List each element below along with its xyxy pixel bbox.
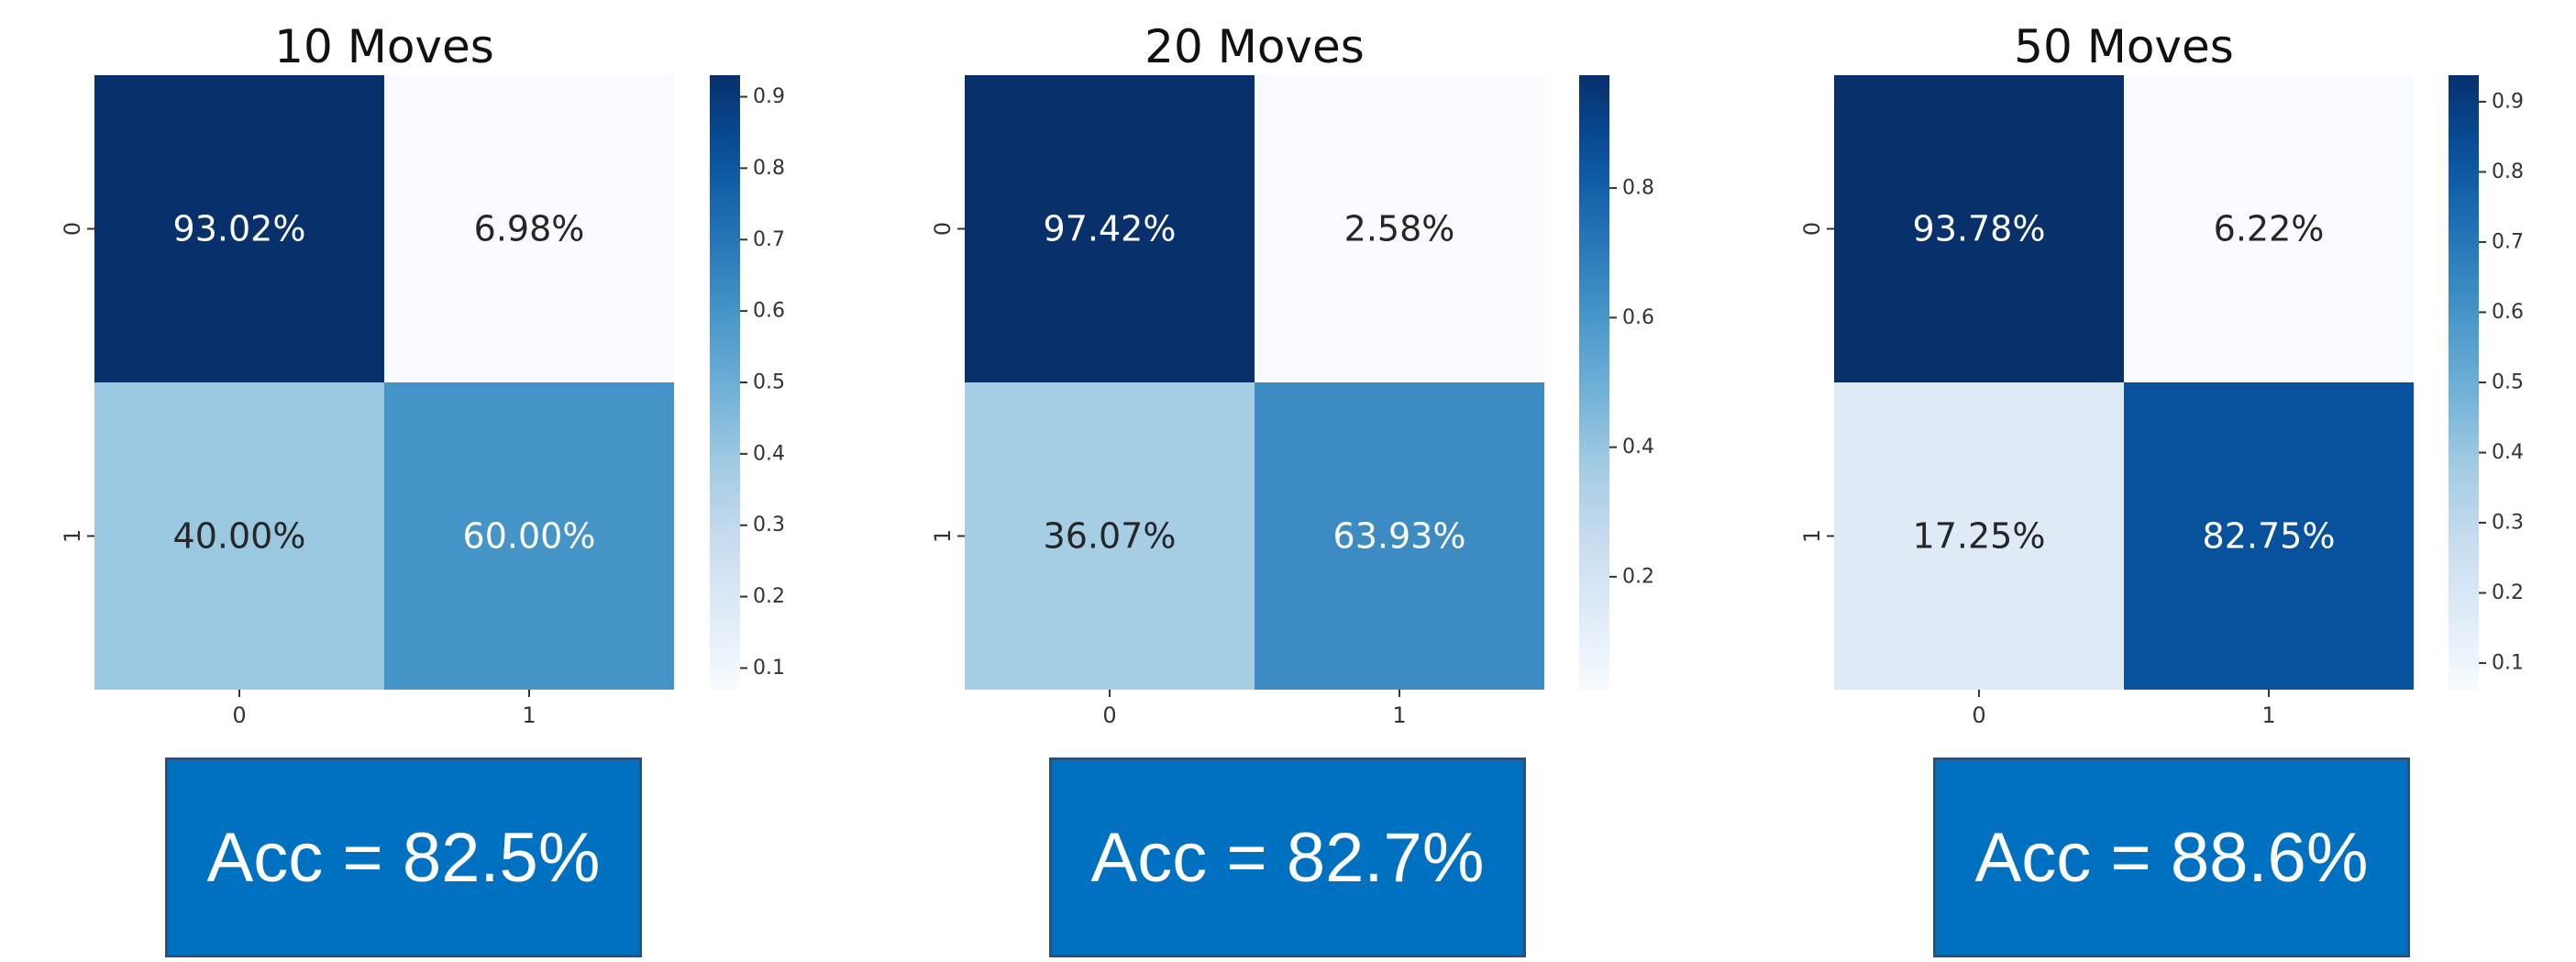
- y-tick-label-50-moves-1: 1: [1799, 529, 1825, 543]
- colorbar-20-moves: [1579, 75, 1609, 690]
- x-tick-label-10-moves-0: 0: [232, 702, 246, 728]
- heatmap-cell-20-moves-r0c0: [965, 75, 1255, 382]
- cell-label-20-moves-r1c0: 36.07%: [1044, 516, 1177, 557]
- heatmap-cell-20-moves-r0c1: [1255, 75, 1544, 382]
- cell-label-20-moves-r0c1: 2.58%: [1344, 209, 1455, 249]
- colorbar-tick-label-50-moves-8: 0.9: [2492, 90, 2524, 113]
- heatmap-cell-50-moves-r0c1: [2124, 75, 2414, 382]
- cell-label-20-moves-r0c0: 97.42%: [1044, 209, 1177, 249]
- accuracy-label-10-moves: Acc = 82.5%: [206, 818, 601, 897]
- accuracy-box-50-moves: Acc = 88.6%: [1933, 757, 2410, 957]
- heatmap-cell-50-moves-r0c0: [1834, 75, 2124, 382]
- x-tick-label-20-moves-0: 0: [1102, 702, 1116, 728]
- colorbar-tick-label-50-moves-5: 0.6: [2492, 301, 2524, 324]
- y-tick-label-50-moves-0: 0: [1799, 222, 1825, 236]
- heatmap-cell-10-moves-r0c1: [384, 75, 674, 382]
- cell-label-50-moves-r1c1: 82.75%: [2203, 516, 2336, 557]
- x-tick-label-10-moves-1: 1: [522, 702, 536, 728]
- colorbar-tick-label-10-moves-6: 0.7: [753, 228, 785, 251]
- heatmap-cell-20-moves-r1c1: [1255, 382, 1544, 690]
- colorbar-tick-label-20-moves-2: 0.6: [1622, 306, 1654, 329]
- colorbar-tick-label-50-moves-6: 0.7: [2492, 230, 2524, 253]
- colorbar-tick-label-10-moves-7: 0.8: [753, 157, 785, 180]
- colorbar-tick-label-10-moves-2: 0.3: [753, 514, 785, 536]
- x-tick-label-50-moves-1: 1: [2261, 702, 2275, 728]
- colorbar-50-moves: [2449, 75, 2479, 690]
- x-tick-label-20-moves-1: 1: [1392, 702, 1406, 728]
- y-tick-label-20-moves-1: 1: [930, 529, 956, 543]
- colorbar-tick-label-10-moves-1: 0.2: [753, 585, 785, 608]
- colorbar-tick-label-50-moves-1: 0.2: [2492, 581, 2524, 604]
- accuracy-label-50-moves: Acc = 88.6%: [1974, 818, 2369, 897]
- cell-label-20-moves-r1c1: 63.93%: [1333, 516, 1466, 557]
- chart-title-10-moves: 10 Moves: [274, 20, 494, 73]
- colorbar-tick-label-10-moves-0: 0.1: [753, 657, 785, 680]
- accuracy-box-10-moves: Acc = 82.5%: [165, 757, 642, 957]
- colorbar-tick-label-10-moves-5: 0.6: [753, 300, 785, 323]
- heatmap-cell-50-moves-r1c1: [2124, 382, 2414, 690]
- cell-label-10-moves-r0c0: 93.02%: [173, 209, 306, 249]
- colorbar-tick-label-50-moves-7: 0.8: [2492, 160, 2524, 183]
- colorbar-tick-label-50-moves-0: 0.1: [2492, 652, 2524, 675]
- heatmap-cell-10-moves-r0c0: [94, 75, 384, 382]
- colorbar-tick-label-50-moves-2: 0.3: [2492, 512, 2524, 535]
- colorbar-tick-label-20-moves-0: 0.2: [1622, 565, 1654, 588]
- heatmap-cell-50-moves-r1c0: [1834, 382, 2124, 690]
- colorbar-tick-label-10-moves-4: 0.5: [753, 371, 785, 394]
- cell-label-10-moves-r1c0: 40.00%: [173, 516, 306, 557]
- y-tick-label-10-moves-1: 1: [60, 529, 85, 543]
- y-tick-label-10-moves-0: 0: [60, 222, 85, 236]
- heatmap-cell-10-moves-r1c1: [384, 382, 674, 690]
- chart-title-50-moves: 50 Moves: [2014, 20, 2234, 73]
- cell-label-50-moves-r1c0: 17.25%: [1913, 516, 2046, 557]
- colorbar-tick-label-50-moves-3: 0.4: [2492, 441, 2524, 464]
- accuracy-label-20-moves: Acc = 82.7%: [1090, 818, 1485, 897]
- cell-label-10-moves-r0c1: 6.98%: [474, 209, 585, 249]
- colorbar-tick-label-50-moves-4: 0.5: [2492, 371, 2524, 394]
- y-tick-label-20-moves-0: 0: [930, 222, 956, 236]
- accuracy-box-20-moves: Acc = 82.7%: [1049, 757, 1526, 957]
- x-tick-label-50-moves-0: 0: [1972, 702, 1985, 728]
- colorbar-tick-label-10-moves-8: 0.9: [753, 85, 785, 108]
- colorbar-tick-label-20-moves-1: 0.4: [1622, 436, 1654, 459]
- cell-label-50-moves-r0c1: 6.22%: [2214, 209, 2325, 249]
- colorbar-tick-label-20-moves-3: 0.8: [1622, 177, 1654, 200]
- cell-label-10-moves-r1c1: 60.00%: [463, 516, 596, 557]
- heatmap-cell-20-moves-r1c0: [965, 382, 1255, 690]
- chart-title-20-moves: 20 Moves: [1144, 20, 1365, 73]
- heatmap-cell-10-moves-r1c0: [94, 382, 384, 690]
- cell-label-50-moves-r0c0: 93.78%: [1913, 209, 2046, 249]
- colorbar-10-moves: [710, 75, 740, 690]
- colorbar-tick-label-10-moves-3: 0.4: [753, 442, 785, 465]
